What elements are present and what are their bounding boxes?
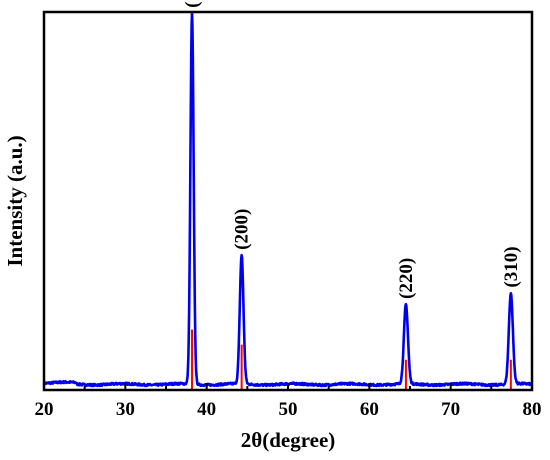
peak-label: (200) bbox=[232, 209, 253, 250]
x-axis-tick-labels: 20 30 40 50 60 70 80 bbox=[35, 399, 542, 420]
x-axis-title: 2θ(degree) bbox=[241, 428, 336, 452]
plot-frame bbox=[42, 10, 534, 392]
x-tick-label: 80 bbox=[523, 399, 542, 420]
peak-label: (111) bbox=[182, 0, 203, 8]
x-tick-label: 50 bbox=[279, 399, 298, 420]
reference-lines-layer bbox=[191, 329, 512, 390]
peak-label: (310) bbox=[501, 246, 522, 287]
x-tick-label: 40 bbox=[197, 399, 216, 420]
spectrum-layer bbox=[42, 11, 534, 388]
peak-annotations: (111) (200) (220) (310) bbox=[182, 0, 522, 299]
x-tick-label: 60 bbox=[360, 399, 379, 420]
xrd-pattern-line bbox=[42, 11, 534, 388]
x-tick-label: 20 bbox=[35, 399, 54, 420]
peak-label: (220) bbox=[396, 258, 417, 299]
x-tick-label: 70 bbox=[441, 399, 460, 420]
y-axis-title: Intensity (a.u.) bbox=[3, 135, 27, 266]
x-tick-label: 30 bbox=[116, 399, 135, 420]
x-axis-ticks bbox=[43, 383, 533, 390]
